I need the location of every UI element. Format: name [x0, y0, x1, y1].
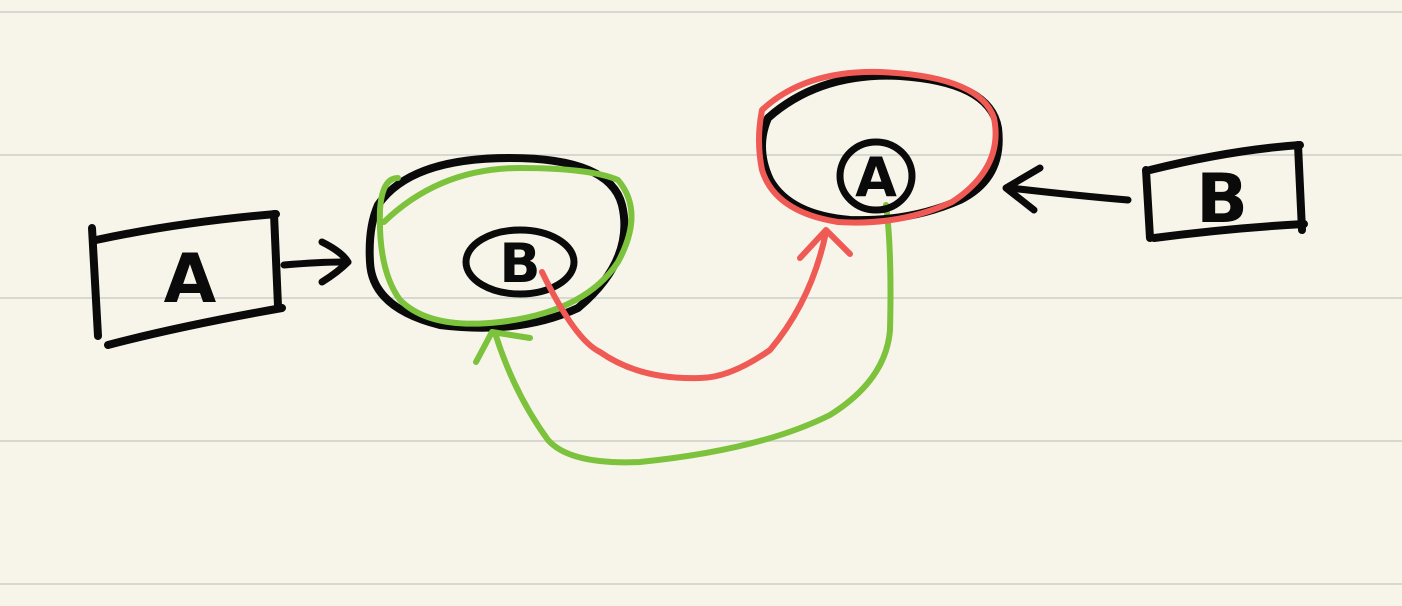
green-arrow-a-to-b — [473, 202, 894, 466]
box-a-label: A — [164, 240, 217, 319]
arrow-b-to-a — [1002, 164, 1132, 214]
circle-b: B — [365, 154, 629, 332]
circle-b-label: B — [499, 232, 540, 295]
ruled-line — [0, 11, 1402, 13]
circle-a-label: A — [855, 146, 897, 209]
circle-a: A — [756, 68, 1003, 226]
ruled-line — [0, 440, 1402, 442]
red-arrow-b-to-a — [539, 227, 853, 382]
box-b: B — [1142, 141, 1308, 242]
green-highlight-b — [376, 165, 635, 327]
ruled-line — [0, 154, 1402, 156]
ruled-line — [0, 583, 1402, 585]
arrow-a-to-b — [280, 238, 352, 286]
box-a: A — [88, 210, 286, 349]
box-b-label: B — [1196, 160, 1248, 239]
ruled-line — [0, 297, 1402, 299]
